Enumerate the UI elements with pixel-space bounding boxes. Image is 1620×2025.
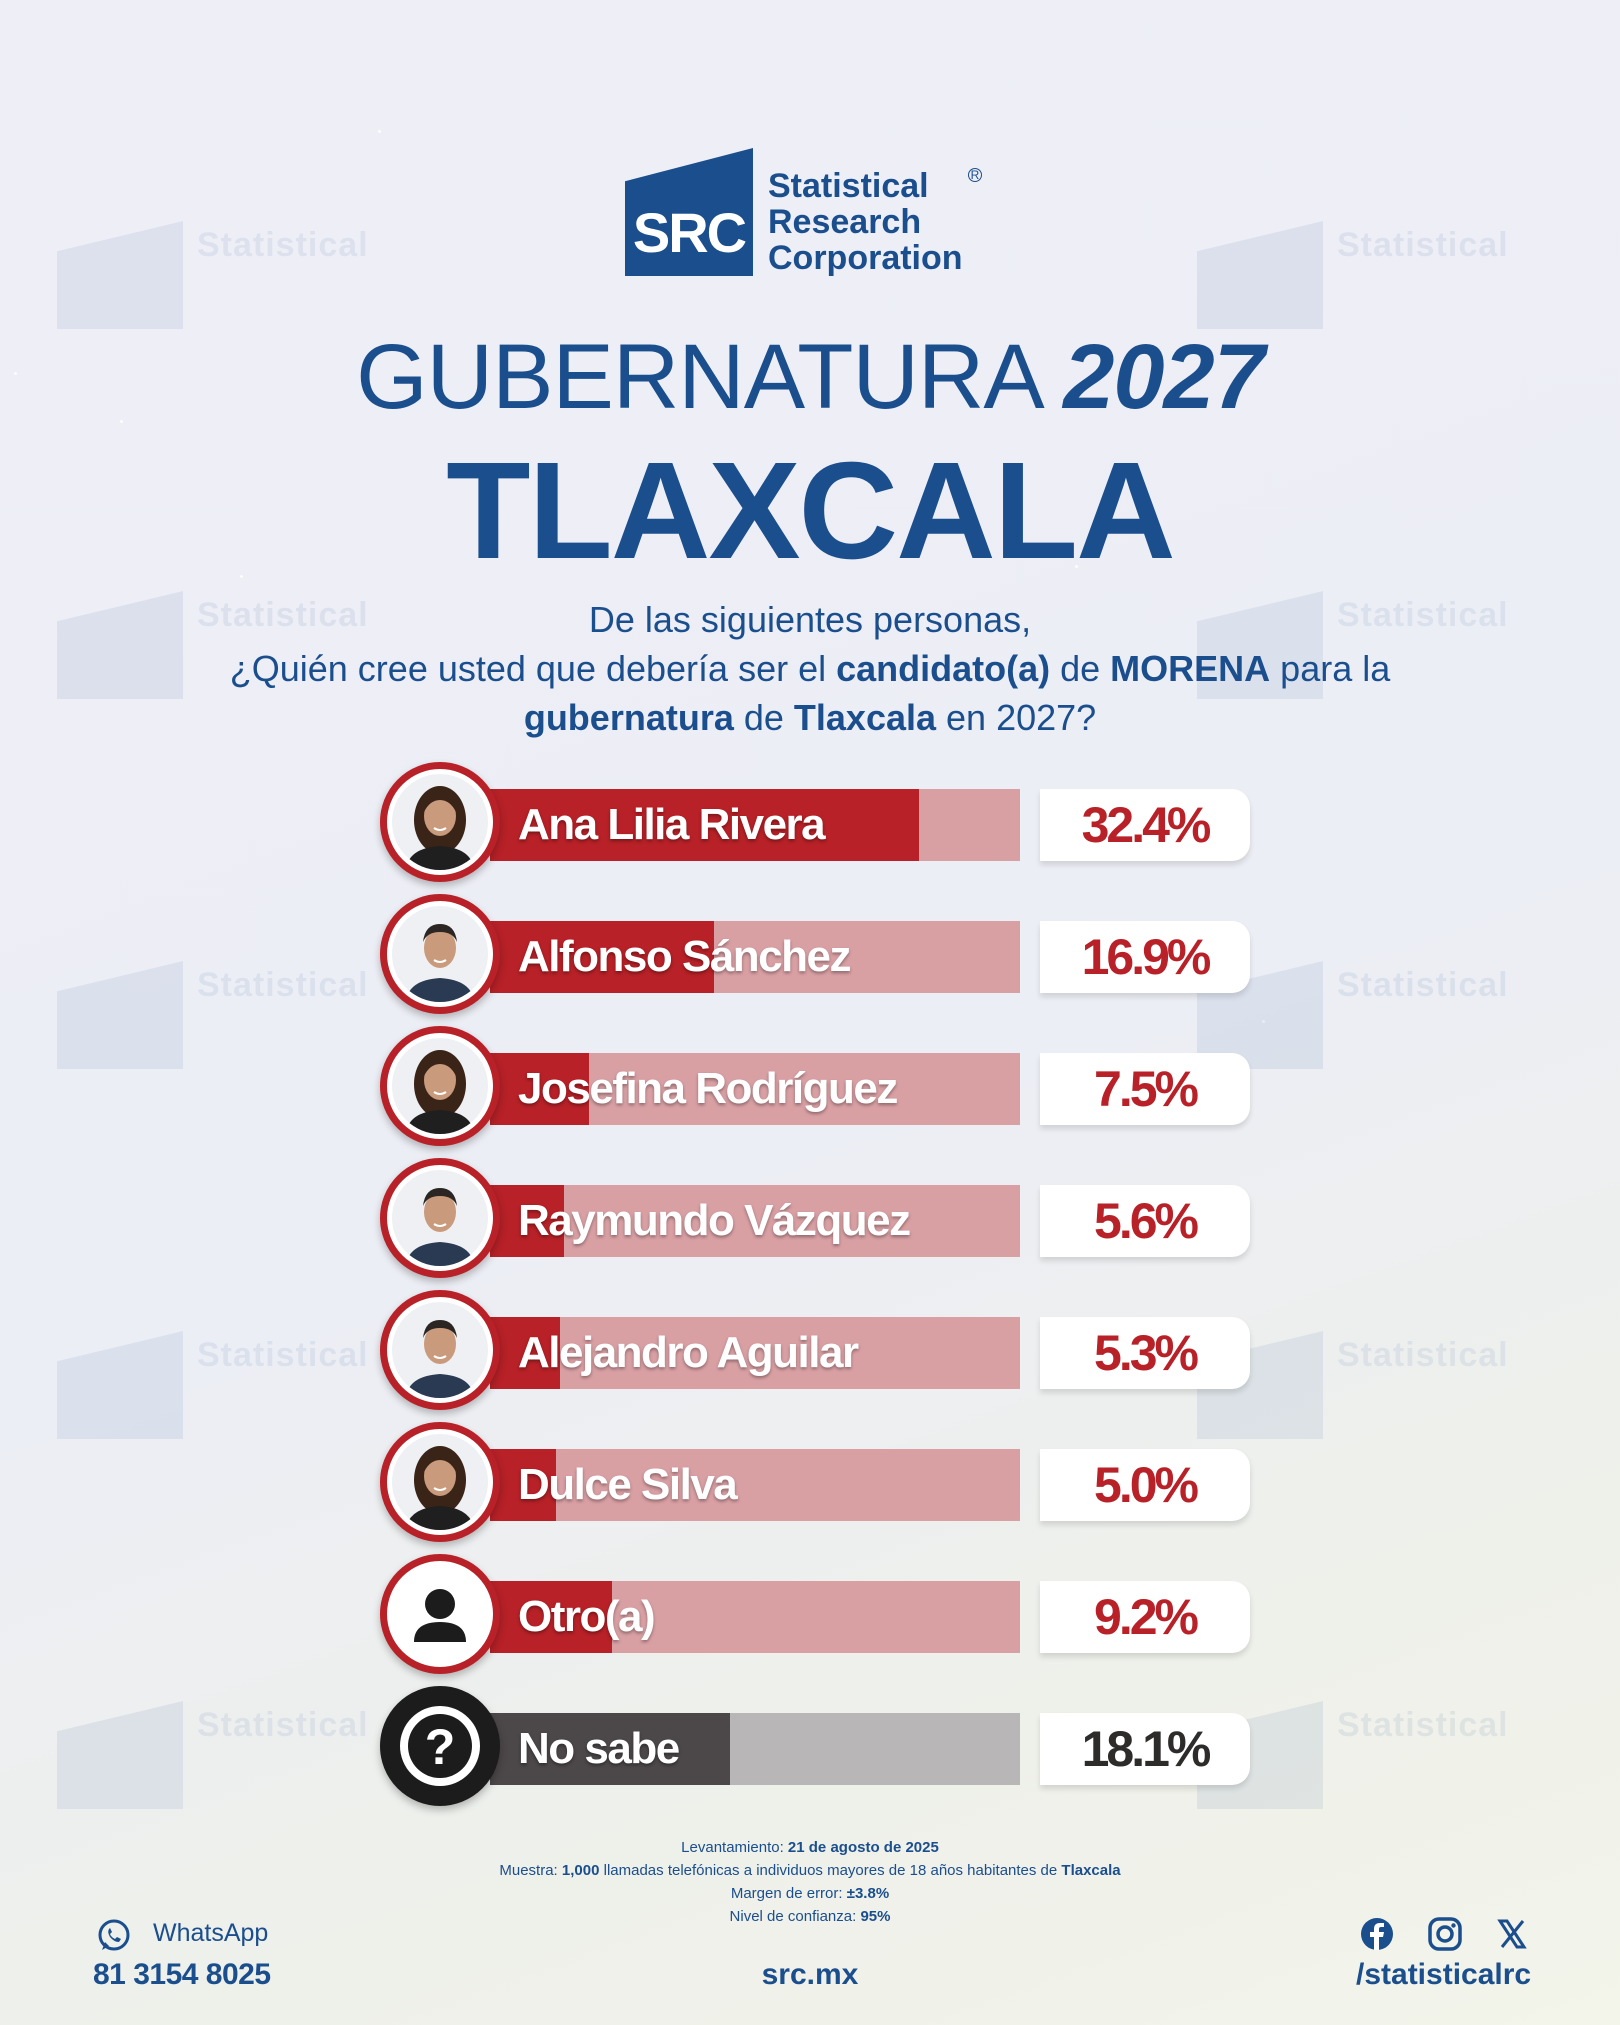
category-label: Ana Lilia Rivera	[518, 800, 826, 849]
chart-row: Alejandro Aguilar 5.3%	[380, 1290, 1250, 1410]
facebook-icon[interactable]	[1360, 1917, 1394, 1951]
candidate-avatar	[380, 894, 500, 1014]
category-label: Josefina Rodríguez	[518, 1064, 898, 1113]
category-label: Alfonso Sánchez	[518, 932, 852, 981]
chart-row: Ana Lilia Rivera 32.4%	[380, 762, 1250, 882]
chart-row: Otro(a) 9.2%	[380, 1554, 1250, 1674]
logo-name: Statistical Research Corporation	[768, 167, 963, 277]
social-handle[interactable]: /statisticalrc	[1356, 1958, 1532, 1991]
bar-track	[490, 1185, 1020, 1257]
bar-track	[490, 1449, 1020, 1521]
value-label: 18.1%	[1040, 1713, 1250, 1785]
watermark-logo: Statistical	[57, 1315, 368, 1445]
chart-row: No sabe 18.1%?	[380, 1686, 1250, 1806]
bar	[490, 1449, 556, 1521]
value-label: 32.4%	[1040, 789, 1250, 861]
candidate-avatar	[380, 1422, 500, 1542]
bar	[490, 1713, 730, 1785]
value-label: 7.5%	[1040, 1053, 1250, 1125]
value-label: 16.9%	[1040, 921, 1250, 993]
methodology-note: Levantamiento: 21 de agosto de 2025 Mues…	[499, 1839, 1121, 1925]
bar	[490, 1185, 564, 1257]
chart-row: Raymundo Vázquez 5.6%	[380, 1158, 1250, 1278]
survey-question: De las siguientes personas, ¿Quién cree …	[229, 599, 1391, 738]
value-label: 5.6%	[1040, 1185, 1250, 1257]
phone-number[interactable]: 81 3154 8025	[93, 1958, 271, 1991]
category-label: Raymundo Vázquez	[518, 1196, 911, 1245]
x-icon[interactable]	[1497, 1919, 1527, 1949]
candidate-avatar	[380, 1290, 500, 1410]
whatsapp-label: WhatsApp	[153, 1919, 269, 1947]
logo-text: SRC	[632, 201, 747, 264]
registered-icon: R	[968, 168, 982, 182]
svg-text:?: ?	[425, 1719, 456, 1775]
website-link[interactable]: src.mx	[761, 1958, 859, 1991]
bar-track	[490, 1317, 1020, 1389]
bar	[490, 789, 919, 861]
value-label: 5.3%	[1040, 1317, 1250, 1389]
watermark-logo: Statistical	[57, 1685, 368, 1815]
watermark-logo: Statistical	[57, 205, 368, 335]
chart-row: Alfonso Sánchez 16.9%	[380, 894, 1250, 1014]
category-label: Dulce Silva	[518, 1460, 738, 1509]
state-title: TLAXCALA	[446, 434, 1176, 588]
page-title: GUBERNATURA 2027	[356, 326, 1265, 428]
watermark-logo: Statistical	[1197, 575, 1508, 705]
whatsapp-icon[interactable]	[96, 1918, 132, 1954]
person-icon	[380, 1554, 500, 1674]
instagram-icon[interactable]	[1428, 1917, 1462, 1951]
watermark-logo: Statistical	[1197, 205, 1508, 335]
value-label: 9.2%	[1040, 1581, 1250, 1653]
bar	[490, 1053, 589, 1125]
category-label: Otro(a)	[518, 1592, 656, 1641]
bar	[490, 1581, 612, 1653]
question-icon: ?	[380, 1686, 500, 1806]
category-label: No sabe	[518, 1724, 680, 1773]
bar	[490, 1317, 560, 1389]
watermark-logo: Statistical	[57, 945, 368, 1075]
bar	[490, 921, 714, 993]
watermark-logo: Statistical	[57, 575, 368, 705]
candidate-avatar	[380, 762, 500, 882]
value-label: 5.0%	[1040, 1449, 1250, 1521]
candidate-avatar	[380, 1026, 500, 1146]
candidate-avatar	[380, 1158, 500, 1278]
chart-row: Dulce Silva 5.0%	[380, 1422, 1250, 1542]
category-label: Alejandro Aguilar	[518, 1328, 859, 1377]
chart-row: Josefina Rodríguez 7.5%	[380, 1026, 1250, 1146]
